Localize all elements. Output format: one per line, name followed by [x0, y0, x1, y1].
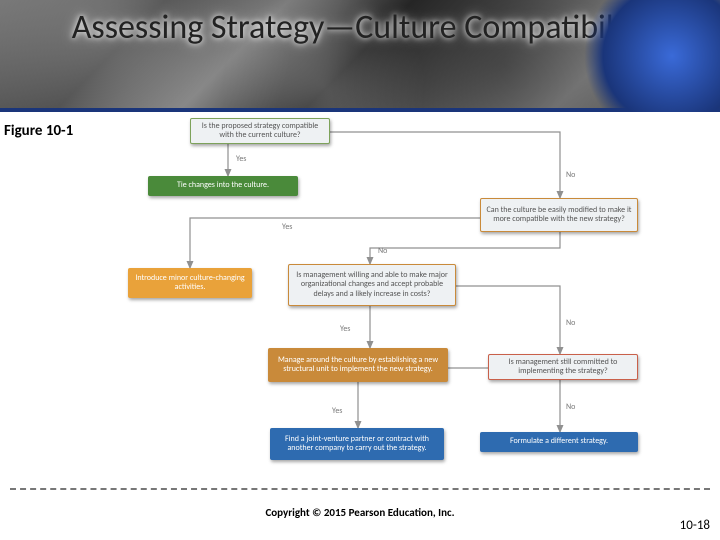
edge-label: Yes [282, 222, 292, 232]
figure-reference: Figure 10-1 [4, 122, 73, 140]
flowchart-node-q3: Is management willing and able to make m… [288, 264, 456, 306]
slide-title: Assessing Strategy—Culture Compatibility [0, 8, 720, 47]
slide-header: Assessing Strategy—Culture Compatibility [0, 0, 720, 112]
flowchart-node-q1: Is the proposed strategy compatible with… [190, 118, 330, 144]
flowchart-canvas: Yes No Yes No Yes No Yes No Is the proposed stra… [110, 118, 670, 488]
edge-label: Yes [236, 154, 246, 164]
flowchart-node-a4: Find a joint‑venture partner or contract… [270, 428, 444, 460]
separator-dash [10, 488, 710, 490]
flowchart-node-q4: Is management still committed to impleme… [488, 354, 638, 380]
flowchart-node-a1: Tie changes into the culture. [148, 176, 298, 196]
edge-label: Yes [340, 324, 350, 334]
edge-label: No [566, 170, 575, 180]
flowchart-node-q2: Can the culture be easily modified to ma… [480, 198, 638, 232]
copyright-text: Copyright © 2015 Pearson Education, Inc. [0, 506, 720, 519]
edge-label: Yes [332, 406, 342, 416]
edge-label: No [378, 246, 387, 256]
edge-label: No [566, 318, 575, 328]
edge-label: No [566, 402, 575, 412]
page-number: 10-18 [680, 518, 710, 533]
flowchart-node-a5: Formulate a different strategy. [480, 432, 638, 452]
flowchart-node-a2: Introduce minor culture‑changing activit… [128, 268, 252, 298]
flowchart-node-a3: Manage around the culture by establishin… [268, 348, 448, 382]
slide: Assessing Strategy—Culture Compatibility… [0, 0, 720, 540]
